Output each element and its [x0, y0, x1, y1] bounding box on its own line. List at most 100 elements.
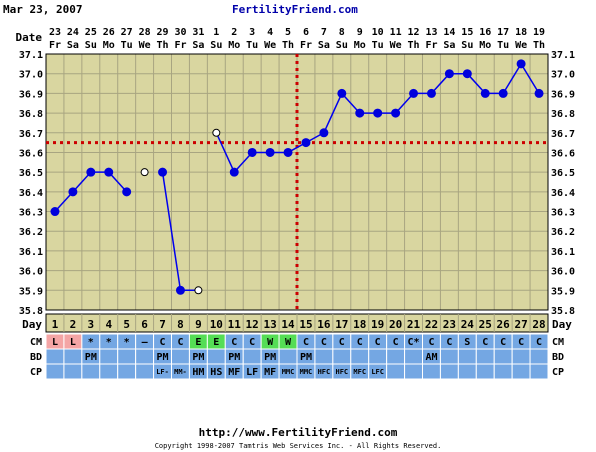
observation-cell	[117, 363, 137, 380]
day-number-label: 27	[514, 318, 527, 331]
date-number-label: 8	[339, 27, 345, 38]
observation-value: PM	[228, 352, 240, 363]
day-number-label: 20	[389, 318, 402, 331]
day-number-label: 21	[407, 318, 421, 331]
day-number-label: 12	[246, 318, 259, 331]
observation-cell	[457, 363, 477, 380]
weekday-label: Mo	[354, 40, 366, 51]
date-number-label: 28	[139, 27, 151, 38]
day-number-label: 10	[210, 318, 223, 331]
date-number-label: 25	[85, 27, 97, 38]
observation-cell	[99, 363, 119, 380]
day-number-label: 7	[159, 318, 166, 331]
observation-value: LFC	[371, 368, 384, 376]
weekday-label: We	[264, 40, 276, 51]
temperature-point	[373, 108, 383, 118]
weekday-label: Th	[282, 40, 294, 51]
site-title[interactable]: FertilityFriend.com	[232, 3, 358, 16]
observation-value: C	[536, 337, 542, 348]
temperature-point	[247, 147, 257, 157]
date-number-label: 6	[303, 27, 309, 38]
day-number-label: 4	[105, 318, 112, 331]
temperature-line-segment	[520, 63, 540, 94]
temperature-point	[122, 187, 132, 197]
temperature-point	[68, 187, 78, 197]
y-tick-label-right: 36.4	[551, 188, 575, 199]
temperature-point	[319, 128, 329, 138]
observation-cell	[99, 348, 119, 365]
temperature-line-segment	[323, 93, 343, 134]
observation-value: C	[303, 337, 309, 348]
footer-url[interactable]: http://www.FertilityFriend.com	[198, 426, 398, 439]
y-tick-label-left: 37.1	[19, 50, 43, 61]
temperature-point	[426, 88, 436, 98]
weekday-label: Mo	[479, 40, 491, 51]
observation-value: W	[285, 337, 292, 348]
y-tick-label-right: 37.0	[551, 70, 575, 81]
day-number-label: 25	[479, 318, 492, 331]
observation-value: PM	[85, 352, 97, 363]
temperature-point	[534, 88, 544, 98]
observation-value: C	[500, 337, 506, 348]
observation-cell	[475, 363, 495, 380]
y-tick-label-right: 37.1	[551, 50, 575, 61]
temperature-point	[86, 167, 96, 177]
weekday-label: Mo	[103, 40, 115, 51]
observation-cell	[457, 348, 477, 365]
date-number-label: 17	[497, 27, 509, 38]
y-tick-label-right: 36.1	[551, 247, 575, 258]
weekday-label: Fr	[49, 40, 61, 51]
date-number-label: 29	[157, 27, 169, 38]
day-number-label: 18	[353, 318, 366, 331]
row-label-left-cp: CP	[30, 367, 42, 378]
observation-cell	[332, 348, 352, 365]
y-tick-label-right: 36.8	[551, 109, 575, 120]
day-number-label: 6	[141, 318, 148, 331]
day-number-label: 22	[425, 318, 438, 331]
observation-cell	[529, 363, 549, 380]
day-number-label: 9	[195, 318, 202, 331]
observation-value: C	[249, 337, 255, 348]
weekday-label: Tu	[372, 40, 384, 51]
date-number-label: 18	[515, 27, 527, 38]
observation-cell	[117, 348, 137, 365]
date-number-label: 24	[67, 27, 79, 38]
temperature-point	[50, 207, 60, 217]
weekday-label: Sa	[443, 40, 455, 51]
observation-value: MF	[228, 367, 240, 378]
day-number-label: 26	[497, 318, 511, 331]
weekday-label: Fr	[174, 40, 186, 51]
temperature-point	[265, 147, 275, 157]
observation-value: HFC	[318, 368, 331, 376]
day-number-label: 5	[123, 318, 130, 331]
temperature-line-segment	[502, 63, 522, 94]
observation-value: L	[52, 337, 58, 348]
day-number-label: 28	[532, 318, 545, 331]
weekday-label: Fr	[425, 40, 437, 51]
observation-value: MMC	[300, 368, 313, 376]
day-number-label: 11	[228, 318, 242, 331]
observation-value: –	[142, 337, 149, 348]
row-label-right-bd: BD	[552, 352, 564, 363]
temperature-point	[480, 88, 490, 98]
footer-copyright: Copyright 1998-2007 Tamtris Web Services…	[154, 442, 442, 450]
observation-cell	[242, 348, 262, 365]
observation-cell	[81, 363, 101, 380]
observation-value: HM	[192, 367, 204, 378]
date-number-label: 11	[390, 27, 402, 38]
weekday-label: Tu	[246, 40, 258, 51]
date-number-label: 10	[372, 27, 384, 38]
y-tick-label-left: 36.6	[19, 148, 43, 159]
observation-value: MM-	[174, 368, 187, 376]
day-number-label: 13	[263, 318, 276, 331]
y-tick-label-left: 36.7	[19, 129, 43, 140]
observation-cell	[45, 363, 65, 380]
date-number-label: 26	[103, 27, 115, 38]
temperature-point	[158, 167, 168, 177]
y-tick-label-right: 36.0	[551, 267, 575, 278]
row-label-left-cm: CM	[30, 337, 42, 348]
observation-value: C	[428, 337, 434, 348]
day-number-label: 2	[70, 318, 77, 331]
weekday-label: Fr	[300, 40, 312, 51]
